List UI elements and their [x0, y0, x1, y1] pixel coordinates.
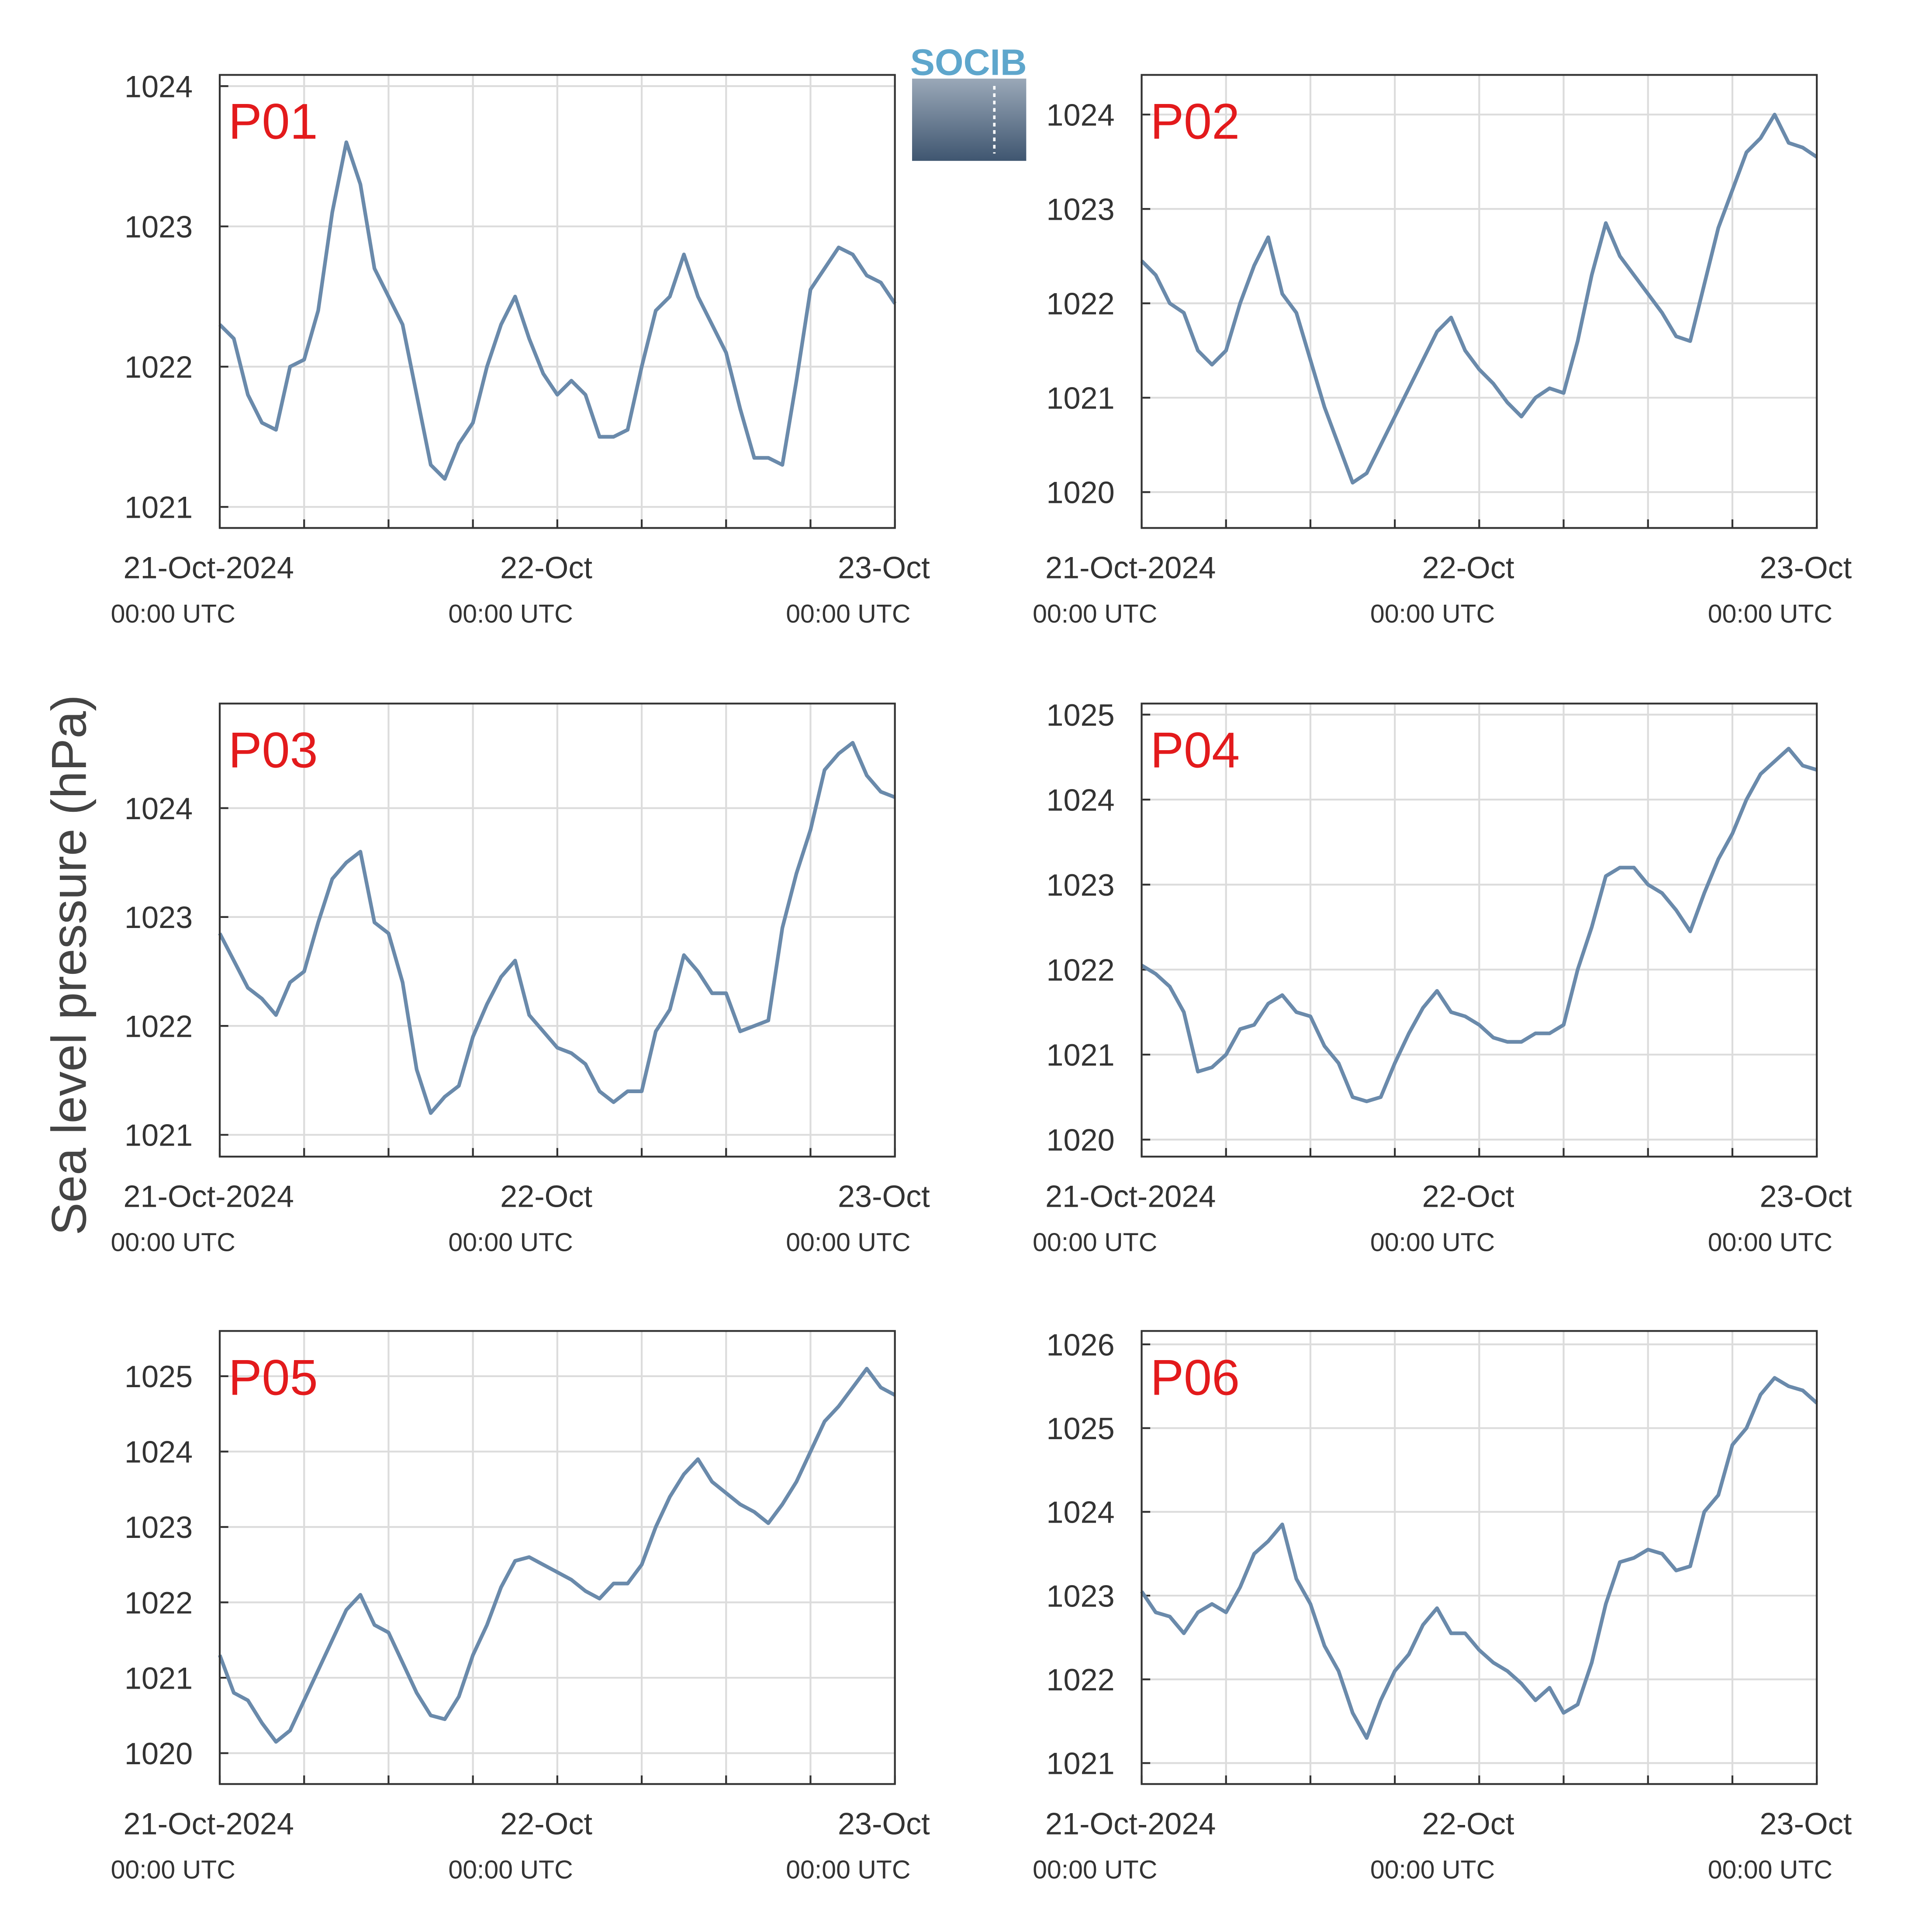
y-tick-label: 1022 — [124, 350, 193, 384]
plot-frame — [218, 1330, 896, 1785]
x-tick-label: 21-Oct-2024 — [123, 1179, 294, 1214]
y-tick-label: 1021 — [124, 1118, 193, 1153]
x-tick-sublabel: 00:00 UTC — [1708, 1228, 1832, 1257]
x-tick-label: 21-Oct-2024 — [123, 551, 294, 585]
y-tick-label: 1023 — [1046, 868, 1114, 902]
plot-frame — [1141, 703, 1818, 1158]
logo-text: SOCIB — [910, 42, 1027, 83]
x-tick-sublabel: 00:00 UTC — [1033, 599, 1157, 628]
x-tick-label: 22-Oct — [500, 1179, 592, 1214]
plot-frame — [1141, 74, 1818, 529]
x-tick-label: 21-Oct-2024 — [1045, 1179, 1216, 1214]
y-tick-label: 1022 — [1046, 953, 1114, 987]
y-tick-label: 1025 — [1046, 698, 1114, 732]
y-tick-label: 1022 — [1046, 1662, 1114, 1697]
panel: 1020 1021 1022 1023 1024 21-Oct-2024 00:00 UTC… — [1033, 74, 1852, 628]
y-tick-label: 1024 — [124, 69, 193, 104]
x-tick-label: 23-Oct — [838, 551, 930, 585]
x-tick-label: 22-Oct — [1422, 1179, 1514, 1214]
panel: 1021 1022 1023 1024 1025 1026 21-Oct-2024 00:00… — [1033, 1327, 1852, 1884]
data-line — [1140, 112, 1818, 485]
y-tick-label: 1020 — [124, 1736, 193, 1771]
x-tick-sublabel: 00:00 UTC — [786, 1856, 910, 1884]
y-tick-label: 1024 — [124, 1435, 193, 1469]
y-tick-label: 1025 — [124, 1359, 193, 1394]
data-line — [1140, 1376, 1818, 1740]
logo-box — [912, 78, 1027, 161]
y-tick-label: 1023 — [1046, 192, 1114, 227]
x-tick-label: 23-Oct — [1759, 1807, 1852, 1841]
x-tick-sublabel: 00:00 UTC — [1370, 599, 1495, 628]
panel: 1021 1022 1023 1024 21-Oct-2024 00:00 UTC 22-O… — [111, 703, 930, 1257]
data-line — [218, 1367, 896, 1744]
plot-frame — [1141, 1330, 1818, 1785]
x-tick-sublabel: 00:00 UTC — [1033, 1228, 1157, 1257]
y-tick-label: 1023 — [1046, 1579, 1114, 1613]
y-tick-label: 1023 — [124, 209, 193, 244]
x-tick-sublabel: 00:00 UTC — [448, 599, 573, 628]
data-line — [1141, 747, 1818, 1104]
x-tick-label: 22-Oct — [1422, 551, 1514, 585]
x-tick-label: 23-Oct — [838, 1807, 930, 1841]
x-tick-sublabel: 00:00 UTC — [1370, 1856, 1495, 1884]
x-tick-label: 23-Oct — [838, 1179, 930, 1214]
y-tick-label: 1024 — [1046, 782, 1114, 817]
y-tick-label: 1021 — [124, 1661, 193, 1695]
x-tick-sublabel: 00:00 UTC — [1708, 599, 1832, 628]
x-tick-label: 22-Oct — [500, 551, 592, 585]
y-tick-label: 1021 — [1046, 1038, 1114, 1072]
y-tick-label: 1024 — [1046, 97, 1114, 132]
panel: 1020 1021 1022 1023 1024 1025 21-Oct-2024 00:00… — [1033, 698, 1852, 1257]
x-tick-label: 22-Oct — [1422, 1807, 1514, 1841]
y-tick-label: 1022 — [1046, 287, 1114, 321]
y-tick-label: 1022 — [124, 1586, 193, 1620]
panel-title: P05 — [228, 1350, 318, 1406]
panel: 1020 1021 1022 1023 1024 1025 21-Oct-2024 00:00… — [111, 1330, 930, 1884]
x-tick-label: 23-Oct — [1759, 551, 1852, 585]
y-tick-label: 1021 — [124, 490, 193, 525]
panel-title: P03 — [228, 722, 318, 778]
y-tick-label: 1022 — [124, 1009, 193, 1043]
panel-title: P01 — [228, 94, 318, 150]
x-tick-label: 21-Oct-2024 — [123, 1807, 294, 1841]
x-tick-sublabel: 00:00 UTC — [111, 599, 235, 628]
x-tick-label: 22-Oct — [500, 1807, 592, 1841]
y-tick-label: 1023 — [124, 1510, 193, 1544]
panel-title: P06 — [1150, 1350, 1240, 1406]
y-axis-label: Sea level pressure (hPa) — [41, 695, 97, 1235]
x-tick-sublabel: 00:00 UTC — [786, 1228, 910, 1257]
panel: 1021 1022 1023 1024 21-Oct-2024 00:00 UTC 22-O… — [111, 69, 930, 628]
data-line — [218, 741, 896, 1115]
y-tick-label: 1024 — [124, 791, 193, 826]
y-tick-label: 1026 — [1046, 1327, 1114, 1362]
y-tick-label: 1023 — [124, 900, 193, 935]
y-tick-label: 1020 — [1046, 475, 1114, 510]
x-tick-sublabel: 00:00 UTC — [786, 599, 910, 628]
plot-frame — [218, 703, 896, 1158]
x-tick-sublabel: 00:00 UTC — [448, 1856, 573, 1884]
x-tick-label: 21-Oct-2024 — [1045, 551, 1216, 585]
data-line — [218, 140, 897, 481]
y-tick-label: 1025 — [1046, 1411, 1114, 1446]
x-tick-sublabel: 00:00 UTC — [111, 1228, 235, 1257]
y-tick-label: 1021 — [1046, 1746, 1114, 1781]
y-tick-label: 1020 — [1046, 1123, 1114, 1157]
x-tick-sublabel: 00:00 UTC — [1708, 1856, 1832, 1884]
logo: SOCIB — [910, 42, 1027, 161]
x-tick-label: 23-Oct — [1759, 1179, 1852, 1214]
y-tick-label: 1024 — [1046, 1495, 1114, 1530]
y-tick-label: 1021 — [1046, 381, 1114, 415]
x-tick-sublabel: 00:00 UTC — [111, 1856, 235, 1884]
panel-title: P04 — [1150, 722, 1240, 778]
x-tick-sublabel: 00:00 UTC — [448, 1228, 573, 1257]
x-tick-label: 21-Oct-2024 — [1045, 1807, 1216, 1841]
x-tick-sublabel: 00:00 UTC — [1033, 1856, 1157, 1884]
plot-frame — [218, 74, 896, 529]
x-tick-sublabel: 00:00 UTC — [1370, 1228, 1495, 1257]
panel-title: P02 — [1150, 94, 1240, 150]
